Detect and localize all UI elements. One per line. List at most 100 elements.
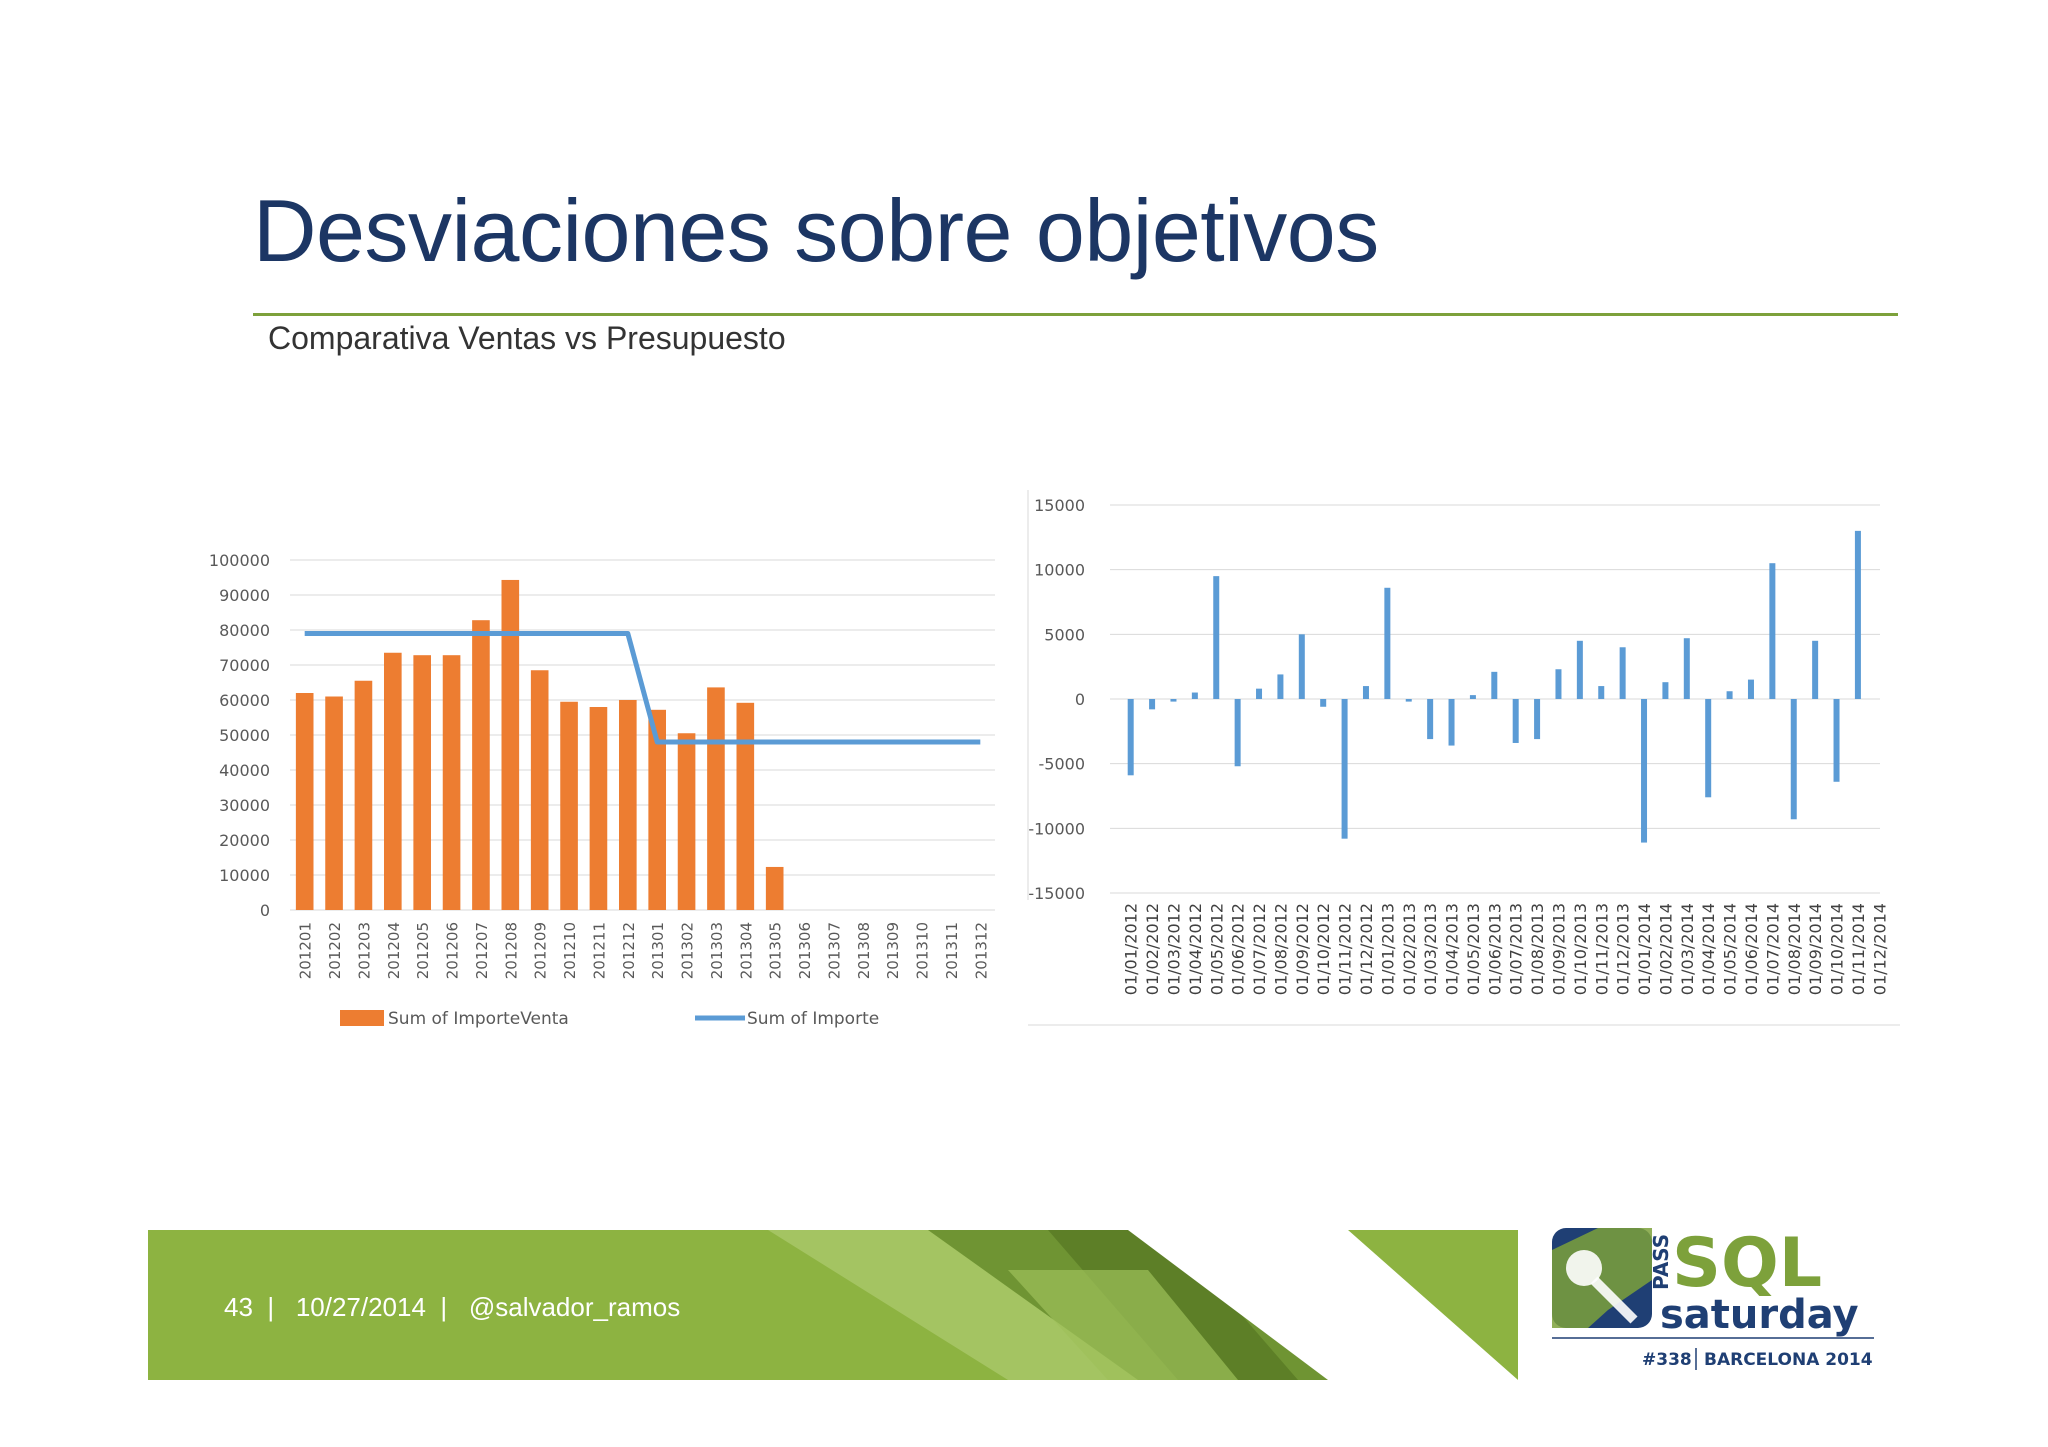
legend-label-line: Sum of Importe [747, 1009, 879, 1029]
x-tick-label: 201207 [473, 922, 491, 979]
slide-title: Desviaciones sobre objetivos [253, 181, 1379, 280]
x-tick-label: 01/11/2012 [1336, 903, 1355, 995]
x-tick-label: 201212 [620, 922, 638, 979]
bar [1427, 699, 1434, 740]
x-tick-label: 201210 [561, 922, 579, 979]
bar [677, 733, 696, 910]
x-tick-label: 201211 [590, 922, 608, 979]
y-tick-label: 70000 [219, 656, 270, 675]
bar [442, 655, 461, 910]
bar [1555, 669, 1562, 699]
y-tick-label: 10000 [1034, 561, 1085, 580]
x-tick-label: 01/06/2012 [1229, 903, 1248, 995]
x-tick-label: 01/01/2013 [1378, 903, 1397, 995]
y-tick-label: 50000 [219, 726, 270, 745]
x-tick-label: 01/03/2012 [1164, 903, 1183, 995]
y-tick-label: 30000 [219, 796, 270, 815]
y-tick-label: -5000 [1039, 755, 1086, 774]
bar [1298, 634, 1305, 699]
x-tick-label: 201312 [972, 922, 990, 979]
bar [1469, 695, 1476, 699]
slide-subtitle: Comparativa Ventas vs Presupuesto [268, 320, 786, 356]
x-tick-label: 01/11/2014 [1849, 903, 1868, 995]
bar [1769, 563, 1776, 699]
x-tick-label: 01/12/2014 [1870, 903, 1889, 995]
y-tick-label: 0 [260, 901, 270, 920]
x-tick-label: 01/02/2013 [1400, 903, 1419, 995]
x-tick-label: 201208 [502, 922, 520, 979]
y-tick-label: 5000 [1044, 625, 1085, 644]
bar [1812, 640, 1819, 699]
deviation-chart: 15000 10000 5000 0 -5000 -10000 -15000 01/01/20… [1027, 490, 1900, 1026]
x-tick-label: 01/08/2012 [1271, 903, 1290, 995]
bar [1662, 682, 1669, 699]
x-tick-label: 201302 [679, 922, 697, 979]
x-tick-label: 201206 [444, 922, 462, 979]
bar [589, 707, 608, 910]
x-tick-label: 201205 [414, 922, 432, 979]
bar [1747, 679, 1754, 699]
bar [295, 693, 314, 910]
y-tick-label: 15000 [1034, 496, 1085, 515]
x-tick-label: 201209 [532, 922, 550, 979]
y-tick-label: 80000 [219, 621, 270, 640]
footer-handle: @salvador_ramos [468, 1292, 681, 1322]
x-tick-label: 201201 [297, 922, 315, 979]
x-tick-label: 01/10/2012 [1314, 903, 1333, 995]
sales-vs-budget-chart: 1000009000080000700006000050000400003000… [209, 551, 995, 1029]
legend-label-bars: Sum of ImporteVenta [388, 1009, 569, 1029]
y-tick-label: 20000 [219, 831, 270, 850]
bar [1170, 699, 1177, 702]
x-tick-label: 01/05/2013 [1464, 903, 1483, 995]
logo-event-place: BARCELONA 2014 [1704, 1350, 1873, 1370]
bar [707, 687, 725, 910]
bar [1277, 674, 1284, 699]
x-tick-label: 01/05/2014 [1721, 903, 1740, 995]
bar [1320, 699, 1327, 707]
x-tick-label: 01/03/2014 [1678, 903, 1697, 995]
x-tick-label: 01/08/2013 [1528, 903, 1547, 995]
x-tick-label: 01/01/2014 [1635, 903, 1654, 995]
footer-band [148, 1230, 1518, 1380]
x-tick-label: 01/02/2014 [1656, 903, 1675, 995]
bar [472, 620, 490, 910]
y-tick-label: 90000 [219, 586, 270, 605]
bar [1256, 688, 1263, 699]
logo-saturday: saturday [1660, 1292, 1859, 1338]
x-tick-label: 01/04/2014 [1699, 903, 1718, 995]
footer-date: 10/27/2014 [295, 1292, 426, 1322]
x-tick-label: 01/07/2014 [1763, 903, 1782, 995]
x-tick-label: 01/07/2012 [1250, 903, 1269, 995]
bar [619, 700, 637, 910]
bar [325, 696, 343, 910]
x-tick-label: 01/04/2013 [1443, 903, 1462, 995]
bar [1149, 699, 1156, 710]
x-tick-label: 01/03/2013 [1421, 903, 1440, 995]
x-tick-label: 01/06/2014 [1742, 903, 1761, 995]
bar [1619, 647, 1626, 699]
bar [1726, 691, 1733, 699]
footer-text: 43 | 10/27/2014 | @salvador_ramos [224, 1292, 681, 1322]
bar [1641, 699, 1648, 843]
x-tick-label: 201307 [825, 922, 843, 979]
logo-sql: SQL [1672, 1224, 1822, 1303]
title-divider [253, 313, 1898, 316]
x-tick-label: 201303 [708, 922, 726, 979]
bar [1705, 699, 1712, 798]
x-tick-label: 01/07/2013 [1507, 903, 1526, 995]
x-tick-label: 201301 [649, 922, 667, 979]
x-tick-label: 01/11/2013 [1592, 903, 1611, 995]
sqlsaturday-logo: PASS SQL saturday #338 BARCELONA 2014 [1548, 1220, 1878, 1380]
bar [1384, 587, 1391, 699]
y-tick-label: 100000 [209, 551, 270, 570]
x-tick-label: 01/12/2012 [1357, 903, 1376, 995]
bar [501, 579, 520, 910]
bar [354, 680, 373, 910]
x-tick-label: 201308 [855, 922, 873, 979]
bar [1491, 671, 1498, 699]
bar [1833, 699, 1840, 782]
bar [560, 701, 578, 910]
bar [1854, 530, 1861, 699]
x-tick-label: 01/08/2014 [1785, 903, 1804, 995]
bar [1448, 699, 1455, 746]
